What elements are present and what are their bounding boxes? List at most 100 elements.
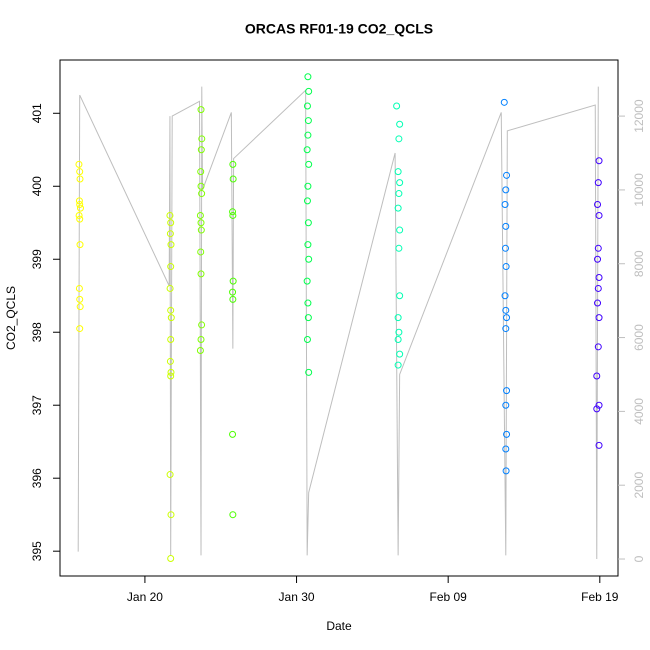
y2-tick-label: 12000	[632, 99, 646, 133]
data-point	[595, 314, 603, 322]
data-point	[198, 190, 206, 198]
data-point	[197, 270, 205, 278]
chart-title: ORCAS RF01-19 CO2_QCLS	[245, 21, 433, 37]
data-point	[167, 554, 175, 562]
data-point	[304, 241, 312, 249]
data-point	[394, 314, 402, 322]
data-point	[229, 208, 237, 216]
data-point	[305, 255, 313, 263]
y-axis-label: CO2_QCLS	[4, 286, 18, 350]
data-point	[196, 211, 204, 219]
data-point	[198, 135, 206, 143]
data-point	[167, 372, 175, 380]
data-point	[394, 168, 402, 176]
data-point	[304, 299, 312, 307]
data-point	[305, 368, 313, 376]
data-point	[304, 73, 312, 81]
data-point	[76, 175, 84, 183]
y2-tick-label: 10000	[632, 173, 646, 207]
data-point	[595, 441, 603, 449]
data-point	[76, 168, 84, 176]
data-point	[229, 211, 237, 219]
data-point	[305, 160, 313, 168]
data-point	[303, 102, 311, 110]
data-point	[595, 401, 603, 409]
data-point	[502, 306, 510, 314]
data-point	[167, 263, 175, 271]
y2-tick-label: 2000	[632, 472, 646, 499]
data-point	[502, 263, 510, 271]
data-point	[303, 336, 311, 344]
data-point	[229, 295, 237, 303]
data-point	[76, 215, 84, 223]
data-point	[76, 295, 84, 303]
data-point	[76, 204, 84, 212]
x-tick-label: Feb 19	[581, 590, 619, 604]
x-tick-label: Jan 30	[279, 590, 315, 604]
data-point	[396, 226, 404, 234]
y2-tick-label: 6000	[632, 324, 646, 351]
data-point	[502, 467, 510, 475]
data-point	[167, 368, 175, 376]
data-point	[167, 241, 175, 249]
data-point	[395, 328, 403, 336]
data-point	[167, 306, 175, 314]
data-point	[396, 350, 404, 358]
data-point	[595, 211, 603, 219]
data-point	[593, 405, 601, 413]
data-point	[500, 98, 508, 106]
data-point	[502, 186, 510, 194]
data-point	[304, 182, 312, 190]
data-point	[304, 219, 312, 227]
data-point	[229, 175, 237, 183]
data-point	[229, 430, 237, 438]
data-point	[166, 471, 174, 479]
data-point	[595, 157, 603, 165]
data-point	[197, 248, 205, 256]
data-point	[166, 284, 174, 292]
data-point	[75, 284, 83, 292]
data-point	[197, 219, 205, 227]
data-point	[394, 361, 402, 369]
x-tick-label: Feb 09	[429, 590, 467, 604]
data-point	[303, 146, 311, 154]
data-point	[303, 277, 311, 285]
altitude-line	[77, 86, 599, 560]
data-point	[595, 273, 603, 281]
data-point	[197, 106, 205, 114]
data-point	[167, 219, 175, 227]
data-point	[197, 336, 205, 344]
data-point	[593, 372, 601, 380]
data-point	[594, 201, 602, 209]
y2-tick-label: 0	[632, 555, 646, 562]
data-point	[304, 314, 312, 322]
data-point	[167, 314, 175, 322]
data-point	[502, 401, 510, 409]
y-tick-label: 395	[30, 541, 44, 561]
data-point	[594, 255, 602, 263]
data-point	[303, 197, 311, 205]
data-point	[393, 102, 401, 110]
data-point	[229, 288, 237, 296]
data-point	[76, 241, 84, 249]
data-point	[501, 201, 509, 209]
data-point	[502, 222, 510, 230]
data-point	[166, 357, 174, 365]
y-tick-label: 400	[30, 176, 44, 196]
y-tick-label: 401	[30, 103, 44, 123]
y-tick-label: 398	[30, 322, 44, 342]
data-point	[229, 277, 237, 285]
data-point	[394, 336, 402, 344]
data-point	[229, 511, 237, 519]
x-tick-label: Jan 20	[127, 590, 163, 604]
data-point	[76, 325, 84, 333]
data-point	[503, 430, 511, 438]
data-point	[167, 511, 175, 519]
y2-tick-label: 8000	[632, 250, 646, 277]
x-axis-label: Date	[326, 619, 352, 633]
data-point	[502, 445, 510, 453]
data-point	[197, 226, 205, 234]
data-point	[166, 211, 174, 219]
plot-frame	[59, 59, 619, 577]
